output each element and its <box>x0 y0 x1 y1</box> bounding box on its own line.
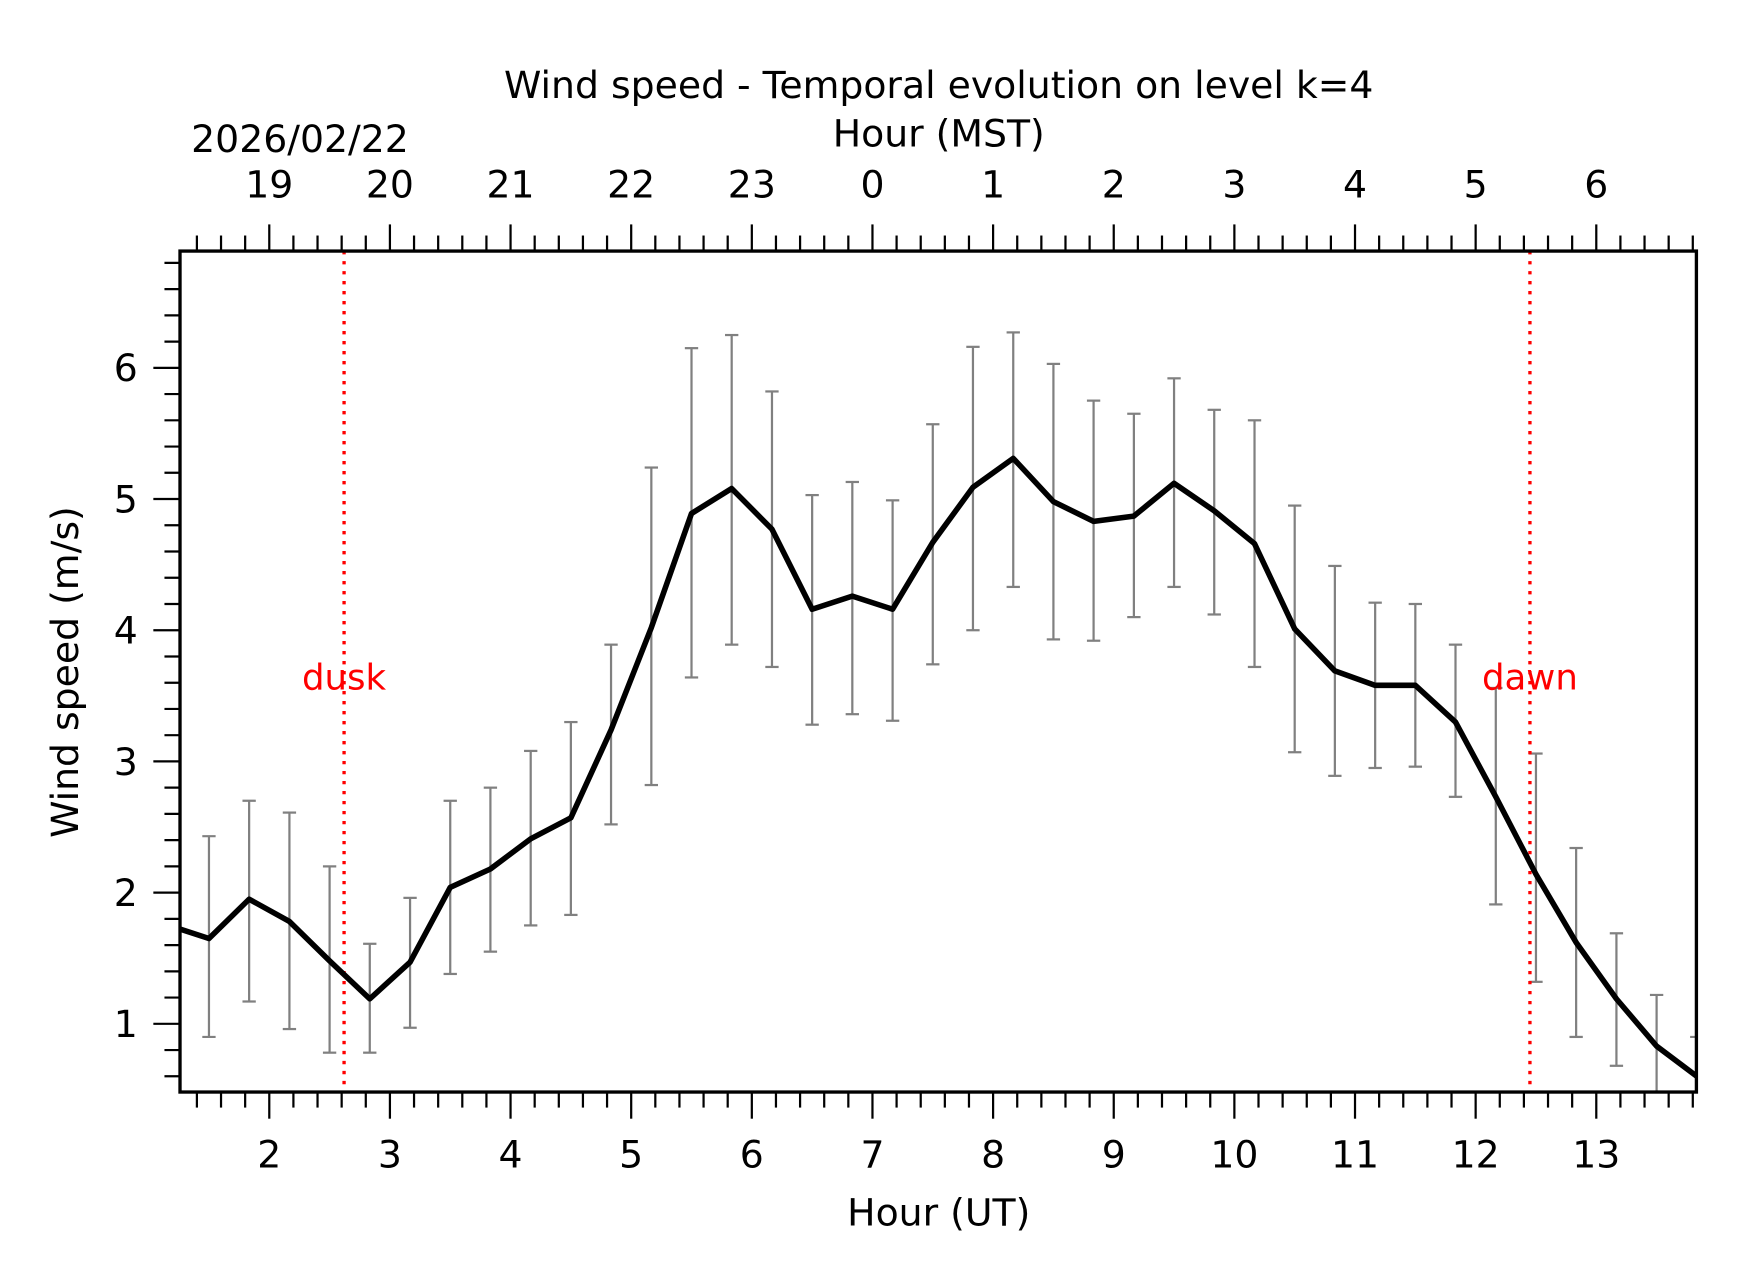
top-x-tick-label: 3 <box>1222 163 1246 207</box>
x-tick-label: 9 <box>1102 1133 1126 1177</box>
plot-area <box>180 251 1697 1093</box>
top-x-tick-label: 5 <box>1464 163 1488 207</box>
top-x-tick-label: 23 <box>728 163 776 207</box>
x-tick-label: 7 <box>860 1133 884 1177</box>
y-axis-label: Wind speed (m/s) <box>43 506 87 838</box>
plot-frame <box>178 249 1699 1094</box>
date-label: 2026/02/22 <box>191 117 409 161</box>
top-x-tick-label: 4 <box>1343 163 1367 207</box>
x-tick-label: 8 <box>981 1133 1005 1177</box>
x-tick-label: 12 <box>1452 1133 1500 1177</box>
top-x-tick-label: 22 <box>607 163 655 207</box>
top-x-axis-label: Hour (MST) <box>833 112 1045 156</box>
top-x-tick-label: 19 <box>245 163 293 207</box>
top-x-tick-label: 21 <box>487 163 535 207</box>
y-tick-label: 4 <box>114 609 138 653</box>
y-tick-label: 2 <box>114 871 138 915</box>
chart-title: Wind speed - Temporal evolution on level… <box>504 63 1373 107</box>
top-x-tick-label: 1 <box>981 163 1005 207</box>
x-tick-label: 3 <box>378 1133 402 1177</box>
top-x-tick-label: 2 <box>1102 163 1126 207</box>
x-tick-label: 13 <box>1572 1133 1620 1177</box>
dusk-label: dusk <box>302 657 387 698</box>
y-tick-label: 5 <box>114 477 138 521</box>
top-x-tick-label: 20 <box>366 163 414 207</box>
dawn-label: dawn <box>1482 657 1578 698</box>
x-tick-label: 4 <box>499 1133 523 1177</box>
top-x-tick-label: 0 <box>860 163 884 207</box>
x-axis-label: Hour (UT) <box>847 1190 1030 1234</box>
y-tick-label: 1 <box>114 1002 138 1046</box>
x-tick-label: 10 <box>1210 1133 1258 1177</box>
y-tick-label: 6 <box>114 346 138 390</box>
x-tick-label: 6 <box>740 1133 764 1177</box>
top-x-tick-label: 6 <box>1584 163 1608 207</box>
x-tick-label: 5 <box>619 1133 643 1177</box>
y-tick-label: 3 <box>114 740 138 784</box>
x-tick-label: 11 <box>1331 1133 1379 1177</box>
x-tick-label: 2 <box>257 1133 281 1177</box>
